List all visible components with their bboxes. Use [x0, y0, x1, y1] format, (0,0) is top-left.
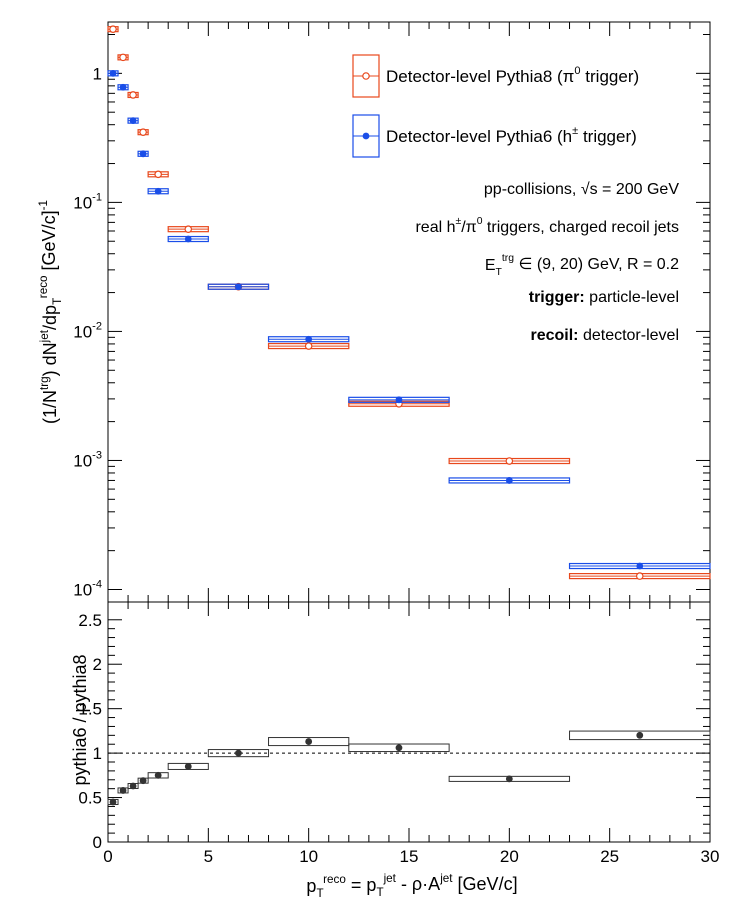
data-point [636, 562, 644, 570]
y-tick-label: 1 [93, 744, 102, 763]
data-point [235, 283, 242, 291]
data-point [139, 150, 147, 158]
data-point [129, 91, 137, 99]
x-tick-label: 25 [600, 847, 619, 866]
data-point [184, 235, 192, 243]
x-tick-label: 0 [103, 847, 112, 866]
ratio-point [129, 782, 137, 790]
y-axis-title-top: (1/Ntrg) dNjet/dpTreco [GeV/c]-1 [37, 200, 64, 424]
ratio-frame [107, 601, 711, 843]
ratio-point [109, 798, 117, 806]
data-point [304, 342, 313, 350]
ratio-point [235, 749, 242, 757]
data-point [154, 187, 162, 195]
y-tick-label: 10-4 [73, 578, 102, 599]
annotation-text: ETtrg ∈ (9, 20) GeV, R = 0.2 [485, 253, 679, 278]
legend-label: Detector-level Pythia8 (π0 trigger) [386, 65, 639, 86]
y-tick-label: 0.5 [78, 789, 102, 808]
annotation-text: recoil: detector-level [530, 327, 679, 344]
ratio-point [119, 787, 127, 794]
data-point [109, 69, 117, 77]
x-tick-label: 5 [204, 847, 213, 866]
y-tick-label: 1.5 [78, 700, 102, 719]
legend-marker [362, 72, 370, 80]
y-tick-label: 2.5 [78, 611, 102, 630]
ratio-point [505, 775, 513, 783]
x-tick-label: 20 [500, 847, 519, 866]
y-tick-label: 0 [93, 833, 102, 852]
legend-marker [362, 132, 370, 140]
ratio-sys-box [268, 737, 350, 747]
ratio-point [184, 763, 192, 770]
ratio-point [395, 744, 403, 752]
y-tick-label: 1 [93, 64, 102, 83]
data-point [395, 396, 403, 404]
spectrum-frame [107, 21, 711, 603]
y-tick-label: 2 [93, 655, 102, 674]
legend: Detector-level Pythia8 (π0 trigger) Detec… [352, 54, 639, 158]
ratio-point [305, 738, 313, 745]
series-pythia6 [107, 69, 711, 570]
ratio-sys-box [569, 730, 711, 741]
data-point [109, 25, 117, 33]
data-point [184, 225, 193, 233]
ratio-point [154, 771, 162, 779]
annotation-text: pp-collisions, √s = 200 GeV [484, 181, 679, 198]
annotation-text: real h±/π0 triggers, charged recoil jets [415, 216, 679, 236]
data-point [154, 170, 162, 179]
ratio-panel: 0 0.5 1 1.5 2 2.5 0 5 10 15 20 25 30 [78, 601, 720, 866]
x-tick-label: 10 [299, 847, 318, 866]
data-point [119, 83, 127, 91]
spectrum-panel: 10-4 10-3 10-2 10-1 1 [73, 21, 711, 603]
annotations: pp-collisions, √s = 200 GeV real h±/π0 tr… [415, 181, 679, 344]
annotation-text: trigger: particle-level [529, 289, 679, 306]
data-point [129, 117, 137, 125]
data-point [119, 53, 127, 62]
y-tick-label: 10-1 [73, 191, 102, 212]
x-tick-label: 15 [400, 847, 419, 866]
data-point [139, 128, 147, 136]
legend-label: Detector-level Pythia6 (h± trigger) [386, 125, 637, 146]
ratio-point [636, 731, 644, 739]
data-point [505, 457, 514, 465]
y-tick-label: 10-2 [73, 320, 102, 341]
ratio-point [139, 777, 147, 785]
data-point [305, 335, 313, 343]
ratio-sys-box [348, 743, 450, 753]
x-axis-title: pTreco = pTjet - ρ·Ajet [GeV/c] [306, 872, 517, 900]
y-axis-title-ratio: pythia6 / pythia8 [70, 654, 90, 785]
ratio-sys-box [207, 749, 270, 758]
axis-titles: pTreco = pTjet - ρ·Ajet [GeV/c] (1/Ntrg) … [37, 200, 518, 900]
y-tick-label: 10-3 [73, 449, 102, 470]
data-point [635, 572, 644, 580]
data-point [505, 477, 513, 484]
x-tick-label: 30 [701, 847, 720, 866]
